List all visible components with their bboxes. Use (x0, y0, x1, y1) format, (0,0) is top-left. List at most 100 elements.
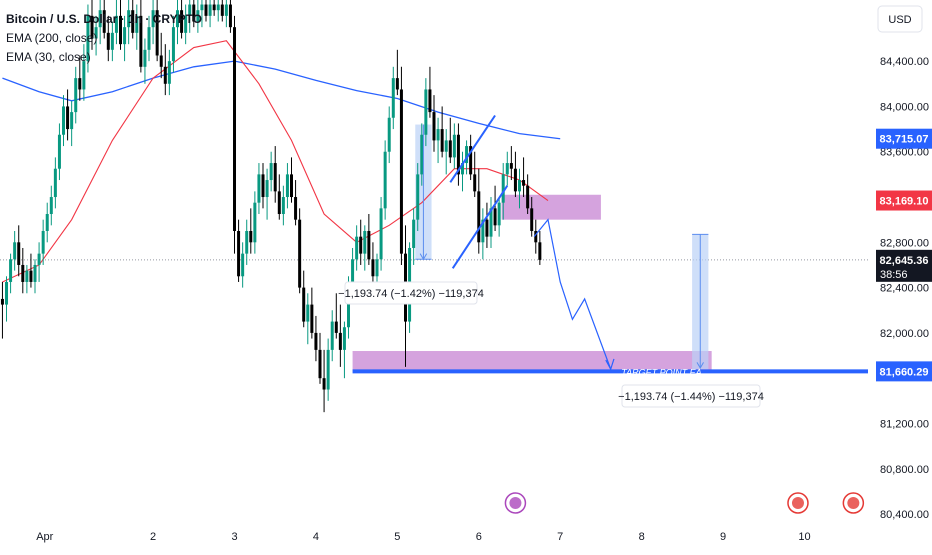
candle-body (241, 253, 245, 277)
candle-body (412, 219, 416, 248)
target-label: TARGET POINT EA (621, 367, 701, 377)
candle-body (0, 298, 4, 305)
candle-body (57, 134, 61, 169)
ema-200-series (2, 60, 561, 140)
candle-body (196, 10, 200, 22)
currency-label: USD (888, 14, 911, 26)
candle-body (509, 163, 513, 169)
candle-body (37, 253, 41, 265)
candle-body (192, 4, 196, 22)
measure-label-2-box (621, 384, 761, 408)
measure-arrowhead-1 (419, 253, 428, 261)
y-tick-label: 82,800.00 (880, 237, 929, 249)
projection-arrowhead (605, 358, 615, 371)
symbol-title[interactable]: Bitcoin / U.S. Dollar · 1h · CRYPTO (6, 12, 203, 26)
candle-body (228, 4, 232, 28)
candle-body (444, 140, 448, 152)
candle-body (322, 378, 326, 390)
indicator-ema-30[interactable]: EMA (30, close) (6, 50, 91, 64)
candle-body (310, 304, 314, 333)
candle-body (294, 197, 298, 220)
candle-body (180, 10, 184, 33)
candle-body (460, 163, 464, 175)
chart-legend: Bitcoin / U.S. Dollar · 1h · CRYPTO EMA … (6, 10, 202, 67)
candle-body (338, 332, 342, 350)
candle-body (216, 4, 220, 11)
candle-body (424, 89, 428, 135)
x-tick-label: 4 (313, 531, 319, 543)
candle-body (70, 112, 74, 130)
event-icons (504, 492, 865, 514)
x-tick-label: 8 (639, 531, 645, 543)
candle-body (74, 78, 78, 113)
candle-body (224, 4, 228, 16)
indicator-ema-200[interactable]: EMA (200, close) (6, 31, 98, 45)
y-tick-label: 81,200.00 (880, 418, 929, 430)
time-axis[interactable]: Apr 2 3 4 5 6 7 8 9 10 (36, 531, 810, 543)
candle-body (306, 304, 310, 322)
candle-body (448, 140, 452, 158)
candle-body (347, 287, 351, 328)
candle-body (428, 89, 432, 113)
candle-body (62, 106, 66, 135)
candle-body (522, 180, 526, 186)
candle-body (513, 168, 517, 192)
candle-body (456, 134, 460, 175)
price-badge-bg (876, 249, 932, 282)
candle-body (432, 112, 436, 141)
candle-body (110, 32, 114, 50)
candle-body (151, 10, 155, 28)
drawings (415, 114, 709, 371)
candle-body (273, 163, 277, 192)
y-tick-label: 82,000.00 (880, 328, 929, 340)
candle-body (208, 4, 212, 16)
price-axis[interactable]: USD 84,400.00 84,000.00 83,600.00 82,800.00 8… (868, 0, 932, 550)
us-flag-event-icon-fill (791, 497, 804, 509)
candle-body (66, 106, 70, 130)
candle-body (269, 163, 273, 181)
target-line (352, 369, 868, 374)
resistance-zone (501, 194, 601, 220)
candle-body (249, 230, 253, 243)
ema-30-series (2, 40, 549, 283)
price-badge-label: 81,660.29 (880, 366, 929, 378)
candle-body (420, 134, 424, 175)
candle-body (473, 174, 477, 192)
target-zone (352, 351, 712, 372)
price-badge-bg (876, 190, 932, 211)
candle-body (139, 15, 143, 67)
candle-body (493, 208, 497, 226)
candle-body (318, 349, 322, 379)
candle-body (383, 151, 387, 209)
candles (0, 0, 542, 413)
candle-body (257, 174, 261, 203)
price-badge-label: 83,715.07 (880, 134, 929, 146)
candle-body (298, 219, 302, 288)
candle-body (497, 202, 501, 226)
us-flag-event-icon-fill (847, 497, 860, 509)
candle-body (171, 27, 175, 62)
candle-body (477, 191, 481, 243)
candle-body (233, 27, 237, 231)
candle-body (127, 10, 131, 28)
candle-body (119, 15, 123, 45)
x-tick-label: 5 (394, 531, 400, 543)
x-tick-label: 9 (720, 531, 726, 543)
candle-body (285, 174, 289, 198)
ema-200-line (2, 60, 561, 140)
candle-body (29, 270, 33, 282)
channel-lower-line (451, 185, 509, 269)
ema-30-line (2, 40, 549, 283)
candle-body (326, 349, 330, 390)
measure-label-1: −1,193.74 (−1.42%) −119,374 (338, 288, 484, 300)
y-tick-label: 80,800.00 (880, 464, 929, 476)
candle-body (452, 134, 456, 158)
x-tick-label: 7 (557, 531, 563, 543)
candle-body (391, 78, 395, 118)
y-tick-label: 84,400.00 (880, 56, 929, 68)
price-badge-label: 83,169.10 (880, 196, 929, 208)
y-tick-label: 83,600.00 (880, 147, 929, 159)
candle-body (367, 230, 371, 260)
